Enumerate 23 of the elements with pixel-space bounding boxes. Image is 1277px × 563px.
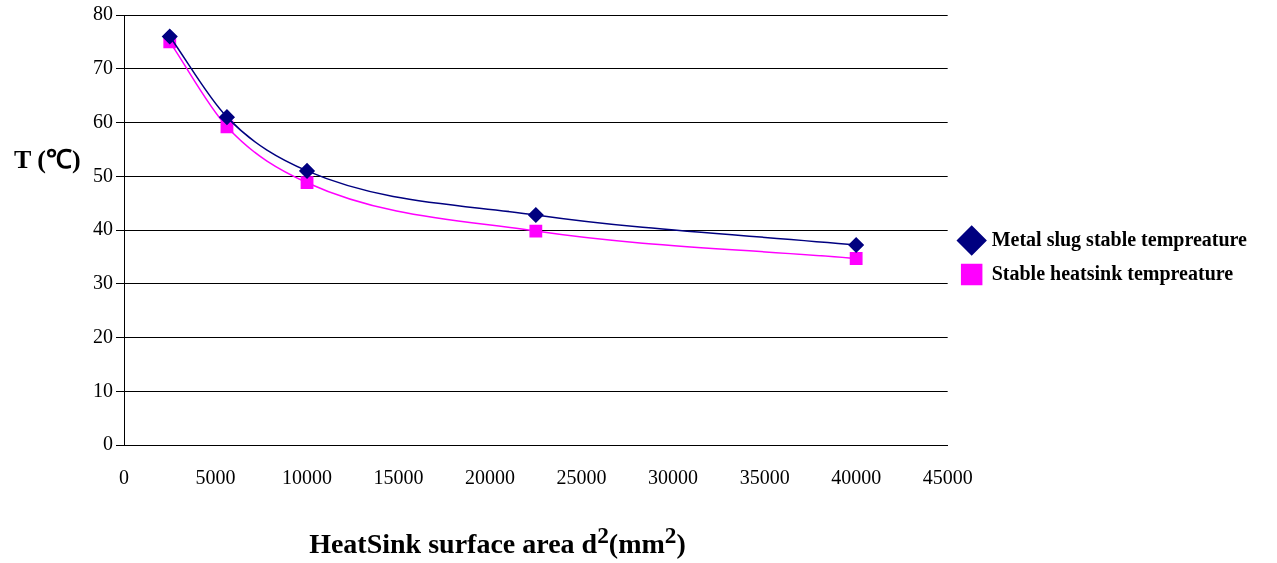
x-tick-label: 40000 [831,466,882,489]
x-tick-label: 25000 [556,466,607,489]
legend-label: Metal slug stable tempreature [991,227,1248,251]
y-tick-label: 10 [93,378,113,401]
x-tick-label: 45000 [922,466,973,489]
x-tick-label: 35000 [739,466,790,489]
x-tick-label: 0 [119,466,129,489]
y-tick-label: 80 [93,2,113,25]
x-tick-label: 15000 [373,466,424,489]
x-axis-title: HeatSink surface area d$^{2}$(mm$^{2}$) [308,522,687,561]
y-tick-label: 70 [93,56,113,78]
y-tick-label: 60 [93,109,113,132]
x-tick-label: 20000 [465,466,516,489]
x-tick-label: 5000 [195,466,236,489]
legend-label: Stable heatsink tempreature [991,261,1234,285]
y-tick-label: 20 [93,324,113,347]
x-tick-label: 30000 [648,466,699,489]
x-tick-label: 10000 [282,466,333,489]
y-tick-label: 40 [93,217,113,240]
y-tick-label: 0 [103,432,113,455]
y-tick-label: 30 [93,271,113,293]
y-tick-label: 50 [93,163,113,186]
y-axis-title: T (℃) [14,144,81,176]
